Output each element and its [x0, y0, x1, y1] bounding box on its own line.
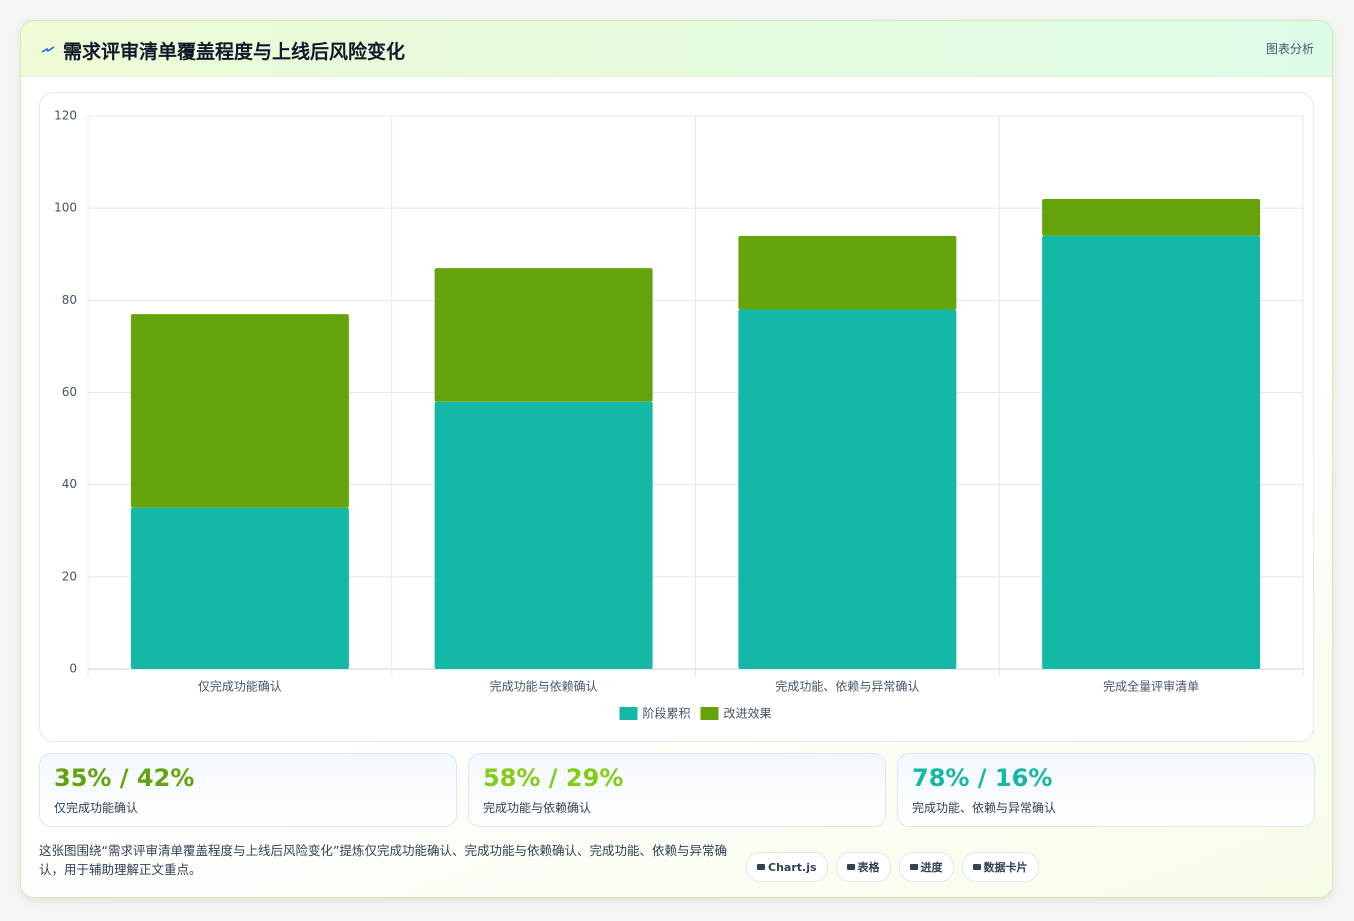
bar-segment	[434, 268, 653, 402]
stat-card: 78% / 16% 完成功能、依赖与异常确认	[897, 753, 1315, 827]
y-tick-label: 40	[62, 477, 77, 491]
title: 需求评审清单覆盖程度与上线后风险变化	[63, 41, 406, 63]
chips: Chart.js 表格 进度 数据卡片	[746, 852, 1039, 882]
stat-value: 58% / 29%	[483, 764, 624, 792]
chip-icon	[846, 864, 855, 870]
header-icon	[41, 46, 55, 53]
chip[interactable]: Chart.js	[746, 852, 828, 882]
stat-card: 58% / 29% 完成功能与依赖确认	[468, 753, 886, 827]
chip-label: 进度	[920, 861, 943, 874]
chip-icon	[757, 864, 765, 870]
x-tick-label: 完成功能与依赖确认	[490, 679, 598, 694]
x-tick-label: 仅完成功能确认	[198, 679, 282, 694]
bar-segment	[1042, 235, 1261, 670]
legend-swatch	[619, 707, 638, 720]
stat-card: 35% / 42% 仅完成功能确认	[39, 753, 457, 827]
outer-card: 需求评审清单覆盖程度与上线后风险变化 图表分析 0 20 40 60 80 100 120 仅…	[20, 20, 1333, 898]
chip-label: 数据卡片	[983, 861, 1028, 874]
chip[interactable]: 表格	[835, 852, 891, 882]
y-tick-label: 20	[62, 569, 77, 583]
bar-segment	[738, 235, 957, 310]
header-action[interactable]: 图表分析	[1265, 42, 1314, 56]
legend-swatch	[700, 707, 719, 720]
stat-label: 完成功能与依赖确认	[483, 801, 592, 815]
stat-label: 完成功能、依赖与异常确认	[912, 801, 1057, 815]
stat-value: 35% / 42%	[54, 764, 195, 792]
bar-segment	[130, 507, 349, 669]
chip-icon	[972, 864, 981, 870]
stat-label: 仅完成功能确认	[54, 801, 139, 815]
bar-segment	[1042, 198, 1261, 236]
legend-label: 阶段累积	[642, 706, 690, 721]
y-tick-label: 80	[62, 293, 77, 307]
bar-segment	[130, 314, 349, 508]
stat-value: 78% / 16%	[912, 764, 1053, 792]
y-tick-label: 100	[54, 201, 77, 215]
x-tick-label: 完成全量评审清单	[1103, 679, 1199, 694]
description: 这张图围绕“需求评审清单覆盖程度与上线后风险变化”提炼仅完成功能确认、完成功能与…	[39, 843, 727, 877]
chip-label: Chart.js	[768, 860, 817, 874]
bar-segment	[434, 401, 653, 669]
chip[interactable]: 进度	[898, 852, 954, 882]
legend-label: 改进效果	[724, 706, 772, 721]
y-tick-label: 120	[54, 109, 77, 123]
chart: 0 20 40 60 80 100 120 仅完成功能确认 完成功能与依赖确认 完成功能、依赖与异…	[54, 109, 1304, 721]
x-tick-label: 完成功能、依赖与异常确认	[775, 679, 919, 694]
y-tick-label: 0	[69, 662, 77, 676]
header: 需求评审清单覆盖程度与上线后风险变化 图表分析	[21, 21, 1332, 77]
chart-panel: 0 20 40 60 80 100 120 仅完成功能确认 完成功能与依赖确认 完成功能、依赖与异…	[39, 92, 1314, 742]
bar-segment	[738, 309, 957, 669]
chip-label: 表格	[857, 861, 880, 874]
chip-icon	[909, 864, 918, 870]
y-tick-label: 60	[62, 385, 77, 399]
chip[interactable]: 数据卡片	[961, 852, 1039, 882]
